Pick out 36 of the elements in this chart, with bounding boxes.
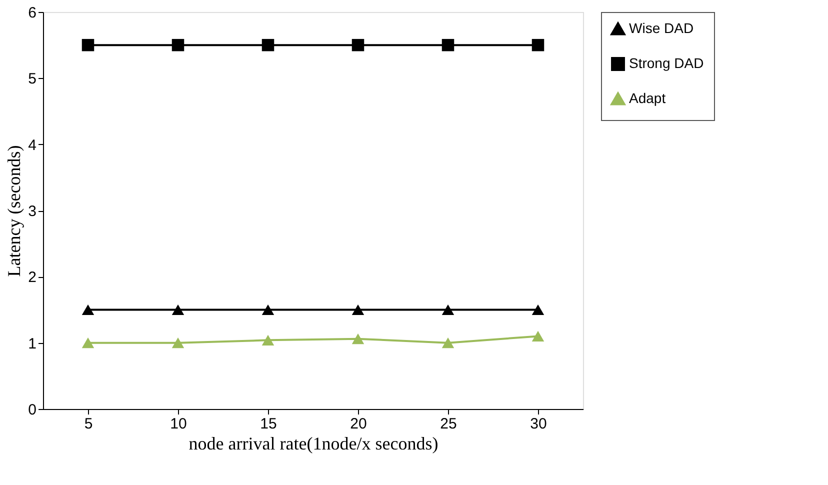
point (172, 338, 184, 348)
point (532, 330, 544, 342)
y-tick-label: 4 (28, 136, 36, 154)
point (352, 304, 364, 316)
point (82, 338, 94, 348)
legend-label: Wise DAD (629, 20, 694, 36)
x-tick-label: 25 (440, 416, 457, 432)
y-tick-label: 5 (28, 70, 36, 88)
point (172, 38, 184, 52)
point (442, 304, 454, 316)
y-tick-label: 0 (28, 402, 36, 418)
point (442, 38, 454, 52)
legend-label: Strong DAD (629, 55, 704, 71)
x-tick-label: 5 (84, 416, 93, 432)
point (262, 304, 274, 316)
x-axis-title: node arrival rate(1node/x seconds) (188, 434, 438, 454)
point (532, 38, 544, 52)
point (352, 38, 364, 52)
point (532, 304, 544, 316)
point (262, 334, 274, 346)
x-tick-label: 15 (260, 416, 277, 432)
legend-label: Adapt (629, 90, 666, 106)
y-tick-label: 1 (28, 335, 36, 352)
y-tick-label: 2 (28, 269, 36, 286)
y-axis-title: Latency (seconds) (4, 145, 24, 277)
point (352, 334, 364, 344)
x-tick-label: 10 (170, 416, 187, 432)
y-tick-label: 6 (28, 4, 36, 22)
point (82, 38, 94, 52)
y-tick-label: 3 (28, 203, 36, 220)
point (82, 304, 94, 316)
x-tick-label: 20 (350, 416, 367, 432)
point (262, 38, 274, 52)
point (442, 338, 454, 348)
x-tick-label: 30 (530, 416, 547, 432)
point (172, 304, 184, 316)
